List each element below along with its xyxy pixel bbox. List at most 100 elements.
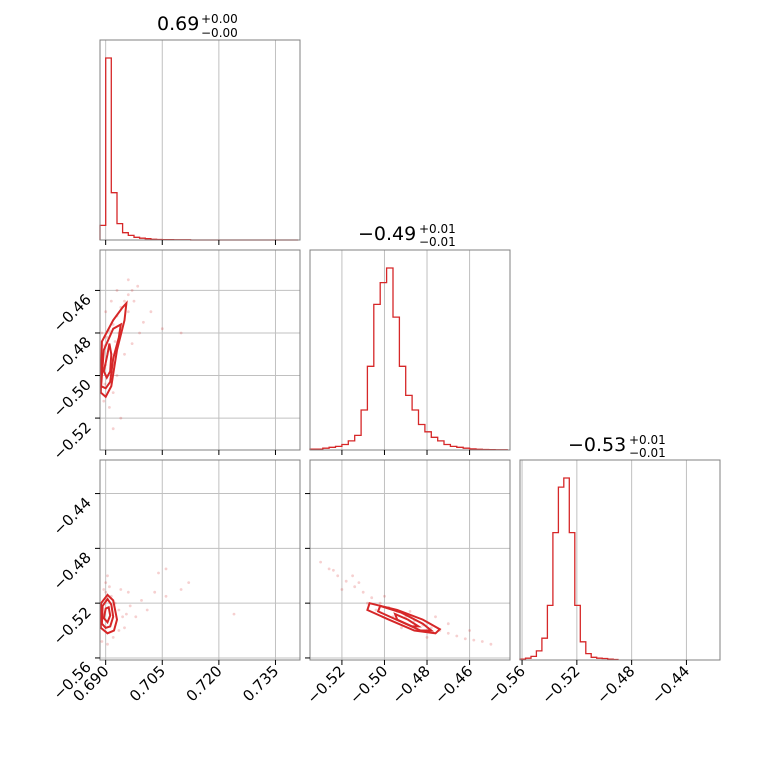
scatter-point xyxy=(336,574,340,578)
panel-frame-2-1 xyxy=(309,459,511,661)
scatter-point xyxy=(383,594,386,598)
y-tick-label: −0.46 xyxy=(50,291,95,336)
scatter-point xyxy=(463,637,467,641)
x-tick-label: −0.52 xyxy=(538,662,583,707)
scatter-point xyxy=(130,289,134,292)
scatter-point xyxy=(366,601,369,605)
contour-0-1 xyxy=(100,322,123,390)
contour-2-0 xyxy=(393,612,422,628)
histogram-param-1 xyxy=(309,267,508,451)
scatter-point xyxy=(111,427,115,431)
scatter-point xyxy=(340,588,344,591)
y-tick-label: −0.50 xyxy=(50,376,95,421)
scatter-point xyxy=(468,629,471,632)
scatter-point xyxy=(429,626,433,630)
contour-1-1 xyxy=(100,597,115,629)
scatter-point xyxy=(378,601,382,605)
scatter-point xyxy=(408,610,412,613)
axis-tick-labels: 0.690 0.705 0.720 0.735 −0.52−0.50−0.48−0.46… xyxy=(50,291,694,708)
scatter-point xyxy=(153,590,157,594)
panel-frame-1-0 xyxy=(99,249,301,451)
panel-frame-2-0 xyxy=(99,459,301,661)
scatter-point xyxy=(111,636,115,639)
scatter-point xyxy=(121,615,124,619)
scatter-point xyxy=(140,599,143,602)
title-param-0-plus: +0.00 xyxy=(201,12,238,26)
scatter-point xyxy=(119,588,123,591)
scatter-point xyxy=(100,640,104,643)
scatter-point xyxy=(434,615,437,619)
title-param-1-value: −0.49 xyxy=(358,223,416,245)
x-tick-label: −0.50 xyxy=(346,662,391,707)
y-tick-label: −0.44 xyxy=(50,494,95,539)
scatter-point xyxy=(102,588,106,591)
scatter-point xyxy=(400,626,403,630)
scatter-point xyxy=(472,638,476,642)
panel-frames xyxy=(99,39,721,661)
contour-lines xyxy=(99,300,442,635)
panel-frame-1-1 xyxy=(309,249,511,451)
title-param-2-minus: −0.01 xyxy=(629,446,666,460)
scatter-point xyxy=(100,331,104,335)
scatter-point xyxy=(117,608,121,612)
scatter-point xyxy=(138,331,142,335)
panel-frame-0-0 xyxy=(99,39,301,241)
contour-1-2 xyxy=(99,593,119,635)
title-param-0: 0.69 +0.00 −0.00 xyxy=(157,12,238,40)
contour-1-0 xyxy=(102,605,112,625)
scatter-point xyxy=(187,581,191,584)
scatter-point xyxy=(455,634,459,638)
scatter-point xyxy=(125,612,128,616)
scatter-point xyxy=(113,340,117,343)
histograms xyxy=(99,57,619,661)
scatter-point xyxy=(353,585,357,589)
scatter-point xyxy=(327,567,331,571)
x-tick-label: −0.52 xyxy=(303,662,348,707)
scatter-point xyxy=(179,331,183,335)
title-param-2-value: −0.53 xyxy=(568,434,626,456)
scatter-point xyxy=(332,568,335,572)
x-tick-label: −0.48 xyxy=(389,662,434,707)
scatter-point xyxy=(102,399,106,403)
scatter-point xyxy=(123,352,126,356)
scatter-point xyxy=(361,590,365,594)
title-param-2-plus: +0.01 xyxy=(629,433,666,447)
title-param-1: −0.49 +0.01 −0.01 xyxy=(358,222,456,249)
scatter-point xyxy=(108,406,111,409)
scatter-point xyxy=(108,585,111,589)
scatter-point xyxy=(111,391,115,394)
x-tick-label: 0.705 xyxy=(126,662,169,705)
scatter-point xyxy=(115,374,119,377)
scatter-point xyxy=(134,615,138,619)
gridlines xyxy=(100,40,687,660)
scatter-point xyxy=(164,594,168,598)
scatter-point xyxy=(128,604,132,608)
scatter-point xyxy=(344,579,348,583)
scatter-point xyxy=(480,640,484,643)
scatter-point xyxy=(132,299,136,303)
scatter-point xyxy=(126,590,130,594)
scatter-point xyxy=(106,642,109,646)
y-tick-label: −0.48 xyxy=(50,333,95,378)
title-param-1-minus: −0.01 xyxy=(419,235,456,249)
scatter-point xyxy=(117,629,121,632)
scatter-point xyxy=(446,622,450,626)
title-param-0-minus: −0.00 xyxy=(201,26,238,40)
histogram-param-2 xyxy=(519,477,619,661)
x-tick-label: −0.48 xyxy=(593,662,638,707)
histogram-param-0 xyxy=(99,57,299,241)
scatter-point xyxy=(106,574,109,578)
scatter-point xyxy=(142,320,145,324)
scatter-point xyxy=(370,596,374,600)
scatter-point xyxy=(232,612,236,616)
scatter-point xyxy=(157,571,160,575)
y-tick-label: −0.52 xyxy=(50,603,95,648)
x-tick-label: −0.56 xyxy=(484,662,529,707)
x-tick-label: 0.720 xyxy=(183,662,226,705)
title-param-2: −0.53 +0.01 −0.01 xyxy=(568,433,666,460)
scatter-point xyxy=(374,608,378,612)
scatter-point xyxy=(103,382,107,386)
x-tick-label: 0.735 xyxy=(239,662,282,705)
contour-0-2 xyxy=(99,300,128,399)
